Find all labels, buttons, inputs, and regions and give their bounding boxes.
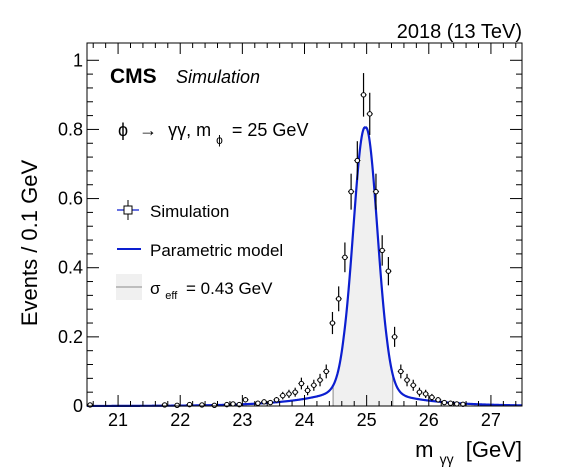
- data-point: [360, 73, 367, 117]
- data-point: [403, 373, 411, 387]
- y-tick-label: 0.6: [58, 189, 83, 209]
- data-point: [391, 326, 398, 347]
- data-point: [348, 173, 355, 210]
- x-tick-label: 21: [108, 410, 128, 430]
- process-decay: γγ, m: [168, 120, 211, 140]
- data-point: [459, 401, 467, 407]
- data-point: [87, 402, 94, 408]
- data-point: [304, 385, 311, 396]
- data-point: [379, 235, 386, 266]
- legend-item-sigma-eff: σ eff = 0.43 GeV: [116, 274, 273, 303]
- x-tick-label: 22: [170, 410, 190, 430]
- process-mass: = 25 GeV: [232, 120, 309, 140]
- legend-item-parametric-model: Parametric model: [117, 241, 283, 260]
- x-axis-ticks: 21 22 23 24 25 26 27: [92, 43, 517, 430]
- data-point: [174, 402, 181, 409]
- data-point: [198, 402, 206, 408]
- y-axis-ticks: 0 0.2 0.4 0.6 0.8 1: [58, 50, 522, 416]
- data-point: [422, 389, 429, 399]
- data-point: [316, 373, 324, 387]
- data-point: [453, 401, 460, 407]
- data-point: [211, 402, 218, 409]
- x-tick-label: 25: [357, 410, 377, 430]
- data-point: [279, 391, 286, 400]
- data-point: [273, 397, 280, 403]
- simulation-points: [87, 73, 467, 409]
- data-point: [298, 377, 305, 390]
- data-point: [254, 400, 261, 406]
- process-sub: ϕ: [216, 133, 223, 147]
- x-axis-label-sub: γγ: [440, 451, 454, 467]
- sigma-eff-band: [332, 127, 394, 406]
- data-point: [267, 399, 274, 406]
- data-point: [292, 387, 299, 397]
- data-point: [410, 379, 417, 391]
- data-point: [441, 399, 448, 406]
- process-arrow: →: [139, 120, 157, 140]
- data-point: [372, 173, 380, 210]
- data-point: [428, 393, 435, 401]
- y-tick-label: 1: [73, 50, 83, 70]
- legend: Simulation Parametric model σ eff = 0.43…: [116, 200, 283, 303]
- x-axis-label-unit: [GeV]: [466, 437, 522, 462]
- x-tick-label: 23: [232, 410, 252, 430]
- data-point: [329, 311, 336, 335]
- sigma-value: = 0.43 GeV: [186, 279, 273, 298]
- x-tick-label: 26: [419, 410, 439, 430]
- brand-sub: Simulation: [176, 67, 260, 87]
- y-axis-label: Events / 0.1 GeV: [17, 160, 42, 327]
- y-tick-label: 0: [73, 396, 83, 416]
- y-tick-label: 0.4: [58, 258, 83, 278]
- data-point: [435, 397, 442, 403]
- data-point: [397, 364, 404, 379]
- x-axis-label-main: m: [415, 437, 433, 462]
- cms-brand: CMS: [110, 65, 157, 88]
- sigma-symbol: σ: [150, 279, 161, 298]
- y-tick-label: 0.8: [58, 119, 83, 139]
- y-tick-label: 0.2: [58, 327, 83, 347]
- x-axis-label: m γγ [GeV]: [415, 437, 522, 469]
- data-point: [385, 256, 392, 286]
- x-tick-label: 27: [481, 410, 501, 430]
- x-tick-label: 24: [294, 410, 314, 430]
- data-point: [285, 389, 293, 399]
- data-point: [335, 286, 342, 312]
- data-point: [354, 141, 361, 180]
- legend-label-parametric-model: Parametric model: [150, 241, 283, 260]
- legend-label-simulation: Simulation: [150, 202, 229, 221]
- data-point: [261, 399, 268, 405]
- data-point: [310, 379, 317, 391]
- data-point: [161, 402, 168, 408]
- data-point: [416, 387, 423, 397]
- legend-label-sigma-eff: σ eff = 0.43 GeV: [150, 279, 273, 303]
- band-area: [333, 127, 393, 406]
- data-point: [323, 364, 330, 379]
- top-label: 2018 (13 TeV): [397, 21, 522, 43]
- data-point: [366, 92, 373, 135]
- data-point: [229, 401, 237, 407]
- legend-item-simulation: Simulation: [117, 200, 229, 221]
- data-point: [242, 397, 249, 403]
- data-point: [341, 242, 348, 273]
- data-point: [447, 400, 454, 406]
- process-label: ϕ → γγ, m ϕ = 25 GeV: [118, 120, 308, 148]
- sigma-sub: eff: [165, 290, 178, 302]
- process-phi: ϕ: [118, 120, 128, 140]
